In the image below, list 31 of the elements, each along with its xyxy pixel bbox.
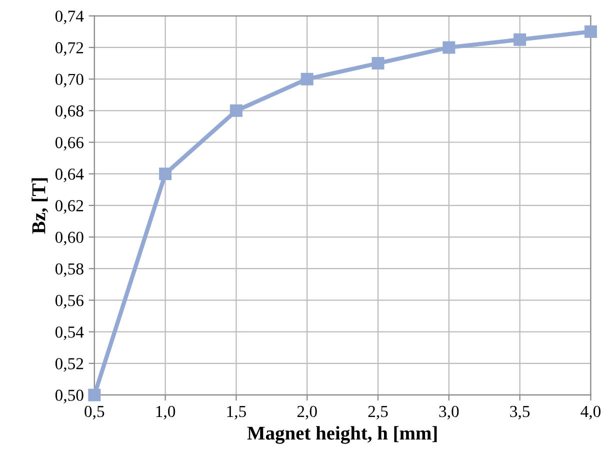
y-tick-label: 0,72: [55, 42, 84, 56]
point: [442, 41, 456, 54]
x-tick-label: 3,5: [510, 406, 530, 420]
y-tick-label: 0,50: [55, 390, 84, 404]
point: [372, 57, 384, 70]
x-tick-label: 1,5: [227, 406, 246, 420]
x-axis-title: Magnet height, h [mm]: [247, 426, 437, 444]
y-tick-label: 0,52: [55, 358, 84, 372]
y-tick-label: 0,56: [55, 294, 84, 309]
x-tick-label: 1,0: [156, 406, 176, 420]
y-tick-label: 0,66: [55, 136, 84, 151]
point: [230, 104, 242, 117]
x-tick-label: 2,5: [368, 406, 388, 420]
y-tick-label: 0,62: [55, 200, 84, 214]
x-tick-label: 4,0: [580, 406, 601, 420]
y-tick-label: 0,58: [55, 263, 84, 277]
y-tick-label: 0,74: [55, 10, 84, 24]
y-tick-label: 0,68: [55, 105, 84, 120]
point: [159, 168, 172, 180]
x-tick-label: 2,0: [297, 406, 317, 420]
point: [514, 33, 526, 46]
y-tick-label: 0,60: [55, 232, 84, 246]
x-tick-label: 3,0: [439, 406, 459, 420]
y-axis-title: Bz, [T]: [32, 178, 48, 234]
y-tick-label: 0,54: [55, 326, 84, 340]
y-tick-label: 0,64: [55, 168, 84, 182]
point: [300, 72, 314, 86]
x-tick-label: 0,5: [84, 406, 104, 420]
y-tick-label: 0,70: [55, 74, 84, 88]
point: [88, 388, 101, 402]
point: [584, 25, 597, 38]
